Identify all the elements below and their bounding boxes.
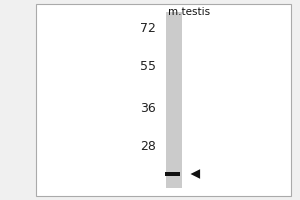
Bar	[36, 4, 291, 196]
Text: 72: 72	[140, 22, 156, 36]
Bar	[165, 172, 180, 176]
Text: 55: 55	[140, 60, 156, 72]
Text: 36: 36	[140, 102, 156, 116]
Polygon shape	[190, 169, 200, 179]
Bar	[166, 12, 182, 188]
Text: m.testis: m.testis	[168, 7, 210, 17]
Text: 28: 28	[140, 140, 156, 154]
